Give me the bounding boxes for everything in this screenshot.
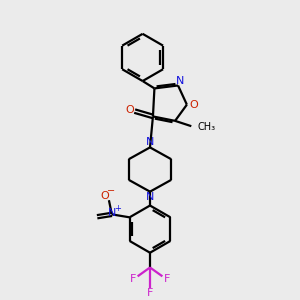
Text: F: F (164, 274, 170, 284)
Text: N: N (146, 137, 154, 147)
Text: O: O (126, 105, 134, 115)
Text: F: F (130, 274, 136, 284)
Text: N: N (176, 76, 184, 86)
Text: N: N (108, 208, 117, 218)
Text: +: + (114, 204, 121, 213)
Text: CH₃: CH₃ (198, 122, 216, 132)
Text: −: − (107, 186, 115, 197)
Text: N: N (146, 192, 154, 202)
Text: O: O (189, 100, 198, 110)
Text: F: F (147, 288, 153, 298)
Text: O: O (100, 191, 109, 201)
